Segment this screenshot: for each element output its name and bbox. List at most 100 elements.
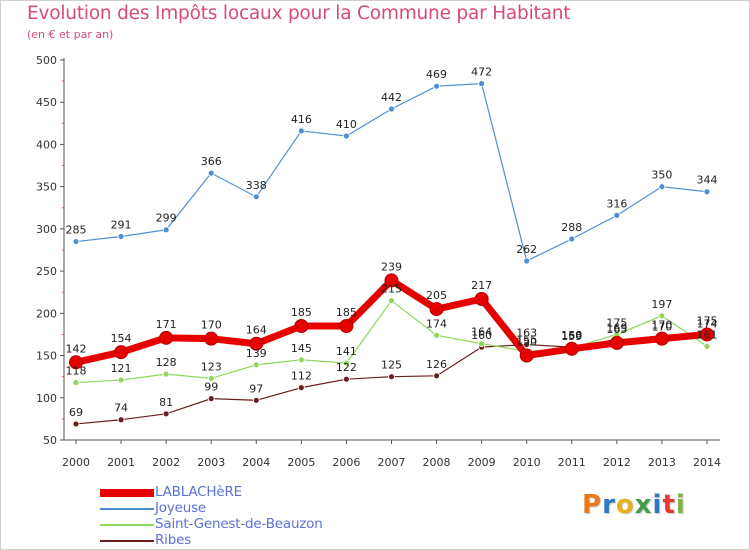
data-label-lablach-re: 154 (111, 332, 132, 345)
series-lines (69, 80, 714, 428)
data-point-joyeuse (343, 132, 350, 140)
data-label-ribes: 97 (249, 382, 263, 395)
y-tick-label: 500 (36, 54, 57, 67)
data-point-lablach-re (429, 302, 444, 317)
data-point-ribes (433, 372, 440, 380)
data-label-saint-genest-de-beauzon: 159 (561, 330, 582, 343)
legend-label: Ribes (155, 532, 192, 548)
data-point-joyeuse (162, 226, 170, 234)
data-label-lablach-re: 165 (606, 323, 627, 336)
data-label-joyeuse: 338 (246, 179, 267, 192)
data-point-ribes (297, 384, 305, 392)
y-tick-label: 50 (43, 434, 57, 447)
data-label-ribes: 160 (471, 329, 492, 342)
data-point-joyeuse (388, 105, 395, 113)
data-label-lablach-re: 185 (291, 306, 312, 319)
data-point-lablach-re (474, 291, 489, 306)
legend-swatch (100, 540, 154, 542)
data-label-saint-genest-de-beauzon: 118 (66, 365, 87, 378)
x-tick-label: 2013 (648, 456, 676, 469)
data-label-ribes: 81 (159, 396, 173, 409)
data-point-lablach-re (564, 341, 579, 356)
data-point-saint-genest-de-beauzon (343, 359, 350, 367)
data-label-joyeuse: 299 (156, 212, 177, 225)
legend-label: Saint-Genest-de-Beauzon (155, 516, 323, 532)
logo-letter: x (634, 490, 653, 520)
data-label-saint-genest-de-beauzon: 139 (246, 347, 267, 360)
data-point-lablach-re (519, 348, 534, 363)
data-label-joyeuse: 410 (336, 118, 357, 131)
legend-swatch (100, 524, 154, 526)
logo-letter: t (662, 490, 676, 520)
data-point-saint-genest-de-beauzon (297, 356, 305, 364)
data-label-lablach-re: 158 (561, 329, 582, 342)
data-point-saint-genest-de-beauzon (658, 312, 666, 320)
data-point-saint-genest-de-beauzon (117, 376, 125, 384)
data-label-saint-genest-de-beauzon: 215 (381, 283, 402, 296)
data-label-ribes: 122 (336, 361, 357, 374)
data-label-saint-genest-de-beauzon: 164 (471, 326, 492, 339)
data-point-saint-genest-de-beauzon (162, 370, 170, 378)
data-point-saint-genest-de-beauzon (478, 340, 486, 348)
x-tick-label: 2008 (423, 456, 451, 469)
data-point-lablach-re (609, 335, 624, 350)
data-point-lablach-re (69, 355, 83, 370)
x-tick-label: 2004 (242, 456, 270, 469)
data-label-lablach-re: 170 (651, 319, 672, 332)
x-tick-label: 2001 (107, 456, 135, 469)
data-point-lablach-re (339, 319, 354, 333)
data-point-joyeuse (478, 80, 486, 88)
legend-swatch (100, 489, 154, 497)
data-label-joyeuse: 344 (696, 174, 717, 187)
data-label-joyeuse: 316 (606, 197, 627, 210)
data-label-ribes: 174 (696, 317, 717, 330)
data-point-ribes (343, 375, 350, 383)
data-point-lablach-re (114, 345, 129, 360)
data-label-joyeuse: 472 (471, 66, 492, 79)
data-label-ribes: 125 (381, 359, 402, 372)
data-point-joyeuse (72, 238, 80, 245)
data-point-saint-genest-de-beauzon (207, 374, 215, 382)
data-point-lablach-re (294, 319, 309, 333)
x-tick-label: 2006 (332, 456, 360, 469)
x-tick-label: 2002 (152, 456, 180, 469)
logo-letter: o (615, 490, 635, 520)
x-tick-label: 2000 (62, 456, 90, 469)
data-point-joyeuse (252, 193, 260, 201)
data-label-joyeuse: 469 (426, 68, 447, 81)
data-point-ribes (162, 410, 170, 418)
chart-title: Evolution des Impôts locaux pour la Comm… (27, 3, 571, 24)
x-tick-label: 2009 (468, 456, 496, 469)
data-point-joyeuse (658, 183, 666, 191)
data-point-joyeuse (523, 257, 531, 265)
data-label-ribes: 69 (69, 406, 83, 419)
data-point-joyeuse (207, 169, 215, 177)
data-label-ribes: 170 (651, 321, 672, 334)
data-label-ribes: 163 (516, 327, 537, 340)
data-label-saint-genest-de-beauzon: 155 (516, 333, 537, 346)
data-point-ribes (207, 395, 215, 403)
data-label-joyeuse: 366 (201, 155, 222, 168)
data-point-saint-genest-de-beauzon (703, 342, 711, 350)
y-tick-label: 250 (36, 265, 57, 278)
data-label-saint-genest-de-beauzon: 161 (696, 328, 717, 341)
data-label-ribes: 112 (291, 370, 312, 383)
x-tick-label: 2014 (693, 456, 721, 469)
data-label-joyeuse: 288 (561, 221, 582, 234)
data-point-lablach-re (159, 330, 174, 345)
y-tick-label: 400 (36, 138, 57, 151)
data-label-ribes: 160 (561, 329, 582, 342)
data-label-ribes: 126 (426, 358, 447, 371)
data-label-saint-genest-de-beauzon: 128 (156, 356, 177, 369)
data-point-saint-genest-de-beauzon (388, 297, 395, 305)
data-label-saint-genest-de-beauzon: 123 (201, 360, 222, 373)
data-label-saint-genest-de-beauzon: 145 (291, 342, 312, 355)
data-point-ribes (117, 416, 125, 424)
data-label-lablach-re: 239 (381, 260, 402, 273)
y-tick-label: 300 (36, 223, 57, 236)
data-label-lablach-re: 164 (246, 324, 267, 337)
legend-label: Joyeuse (155, 500, 207, 516)
x-tick-label: 2011 (558, 456, 586, 469)
